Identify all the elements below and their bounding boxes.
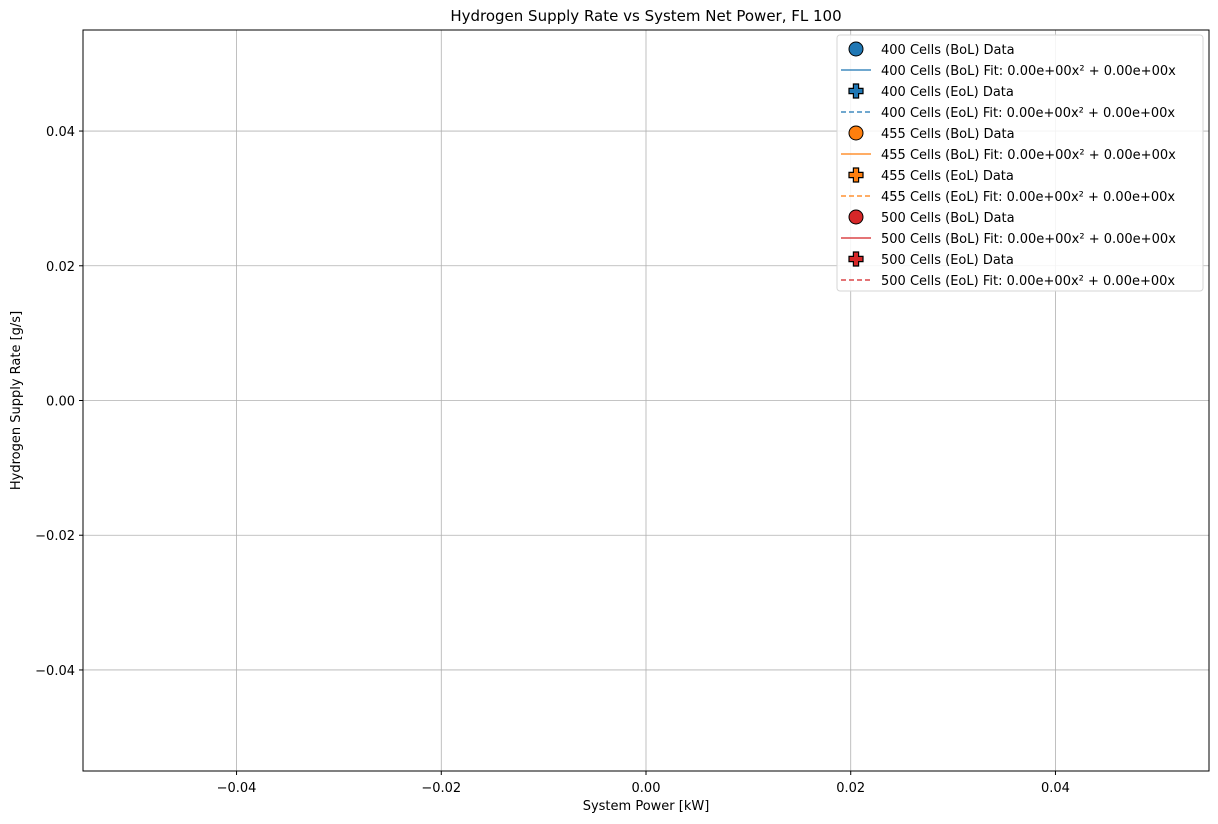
plus-marker — [848, 167, 864, 183]
legend: 400 Cells (BoL) Data 400 Cells (BoL) Fit:… — [836, 34, 1204, 292]
legend-label: 500 Cells (BoL) Fit: 0.00e+00x² + 0.00e+… — [881, 232, 1176, 247]
x-tick-label: 0.02 — [836, 781, 865, 796]
legend-box — [836, 34, 1204, 292]
legend-item: 500 Cells (EoL) Data — [848, 251, 1014, 268]
y-tick-label: 0.02 — [46, 260, 75, 275]
axis-ticks: −0.04 −0.02 0.00 0.02 0.04 −0.04 −0.02 0.00 0.02… — [35, 125, 1070, 796]
legend-label: 400 Cells (BoL) Data — [881, 43, 1015, 58]
legend-item: 455 Cells (BoL) Fit: 0.00e+00x² + 0.00e+… — [841, 148, 1176, 163]
legend-label: 500 Cells (BoL) Data — [881, 211, 1015, 226]
x-axis-title: System Power [kW] — [583, 799, 710, 814]
x-tick-label: −0.02 — [421, 781, 461, 796]
legend-label: 455 Cells (BoL) Data — [881, 127, 1015, 142]
legend-item: 400 Cells (EoL) Data — [848, 83, 1014, 100]
legend-label: 400 Cells (BoL) Fit: 0.00e+00x² + 0.00e+… — [881, 64, 1176, 79]
legend-item: 500 Cells (BoL) Data — [848, 209, 1015, 226]
legend-item: 455 Cells (EoL) Fit: 0.00e+00x² + 0.00e+… — [841, 190, 1175, 205]
circle-marker — [848, 125, 864, 141]
legend-label: 455 Cells (BoL) Fit: 0.00e+00x² + 0.00e+… — [881, 148, 1176, 163]
y-tick-label: −0.04 — [35, 664, 75, 679]
legend-label: 500 Cells (EoL) Data — [881, 253, 1014, 268]
legend-label: 400 Cells (EoL) Data — [881, 85, 1014, 100]
legend-item: 455 Cells (EoL) Data — [848, 167, 1014, 184]
legend-item: 400 Cells (BoL) Fit: 0.00e+00x² + 0.00e+… — [841, 64, 1176, 79]
legend-item: 455 Cells (BoL) Data — [848, 125, 1015, 142]
chart-title: Hydrogen Supply Rate vs System Net Power… — [450, 7, 841, 25]
x-tick-label: −0.04 — [217, 781, 257, 796]
x-tick-label: 0.00 — [632, 781, 661, 796]
plus-marker — [848, 83, 864, 99]
circle-marker — [848, 209, 864, 225]
legend-label: 400 Cells (EoL) Fit: 0.00e+00x² + 0.00e+… — [881, 106, 1175, 121]
legend-item: 500 Cells (EoL) Fit: 0.00e+00x² + 0.00e+… — [841, 274, 1175, 289]
x-tick-label: 0.04 — [1041, 781, 1070, 796]
legend-item: 400 Cells (EoL) Fit: 0.00e+00x² + 0.00e+… — [841, 106, 1175, 121]
y-tick-label: 0.04 — [46, 125, 75, 140]
legend-label: 455 Cells (EoL) Data — [881, 169, 1014, 184]
legend-label: 455 Cells (EoL) Fit: 0.00e+00x² + 0.00e+… — [881, 190, 1175, 205]
circle-marker — [848, 41, 864, 57]
y-tick-label: 0.00 — [46, 395, 75, 410]
legend-item: 400 Cells (BoL) Data — [848, 41, 1015, 58]
legend-label: 500 Cells (EoL) Fit: 0.00e+00x² + 0.00e+… — [881, 274, 1175, 289]
y-tick-label: −0.02 — [35, 529, 75, 544]
legend-item: 500 Cells (BoL) Fit: 0.00e+00x² + 0.00e+… — [841, 232, 1176, 247]
plus-marker — [848, 251, 864, 267]
y-axis-title: Hydrogen Supply Rate [g/s] — [9, 311, 24, 490]
